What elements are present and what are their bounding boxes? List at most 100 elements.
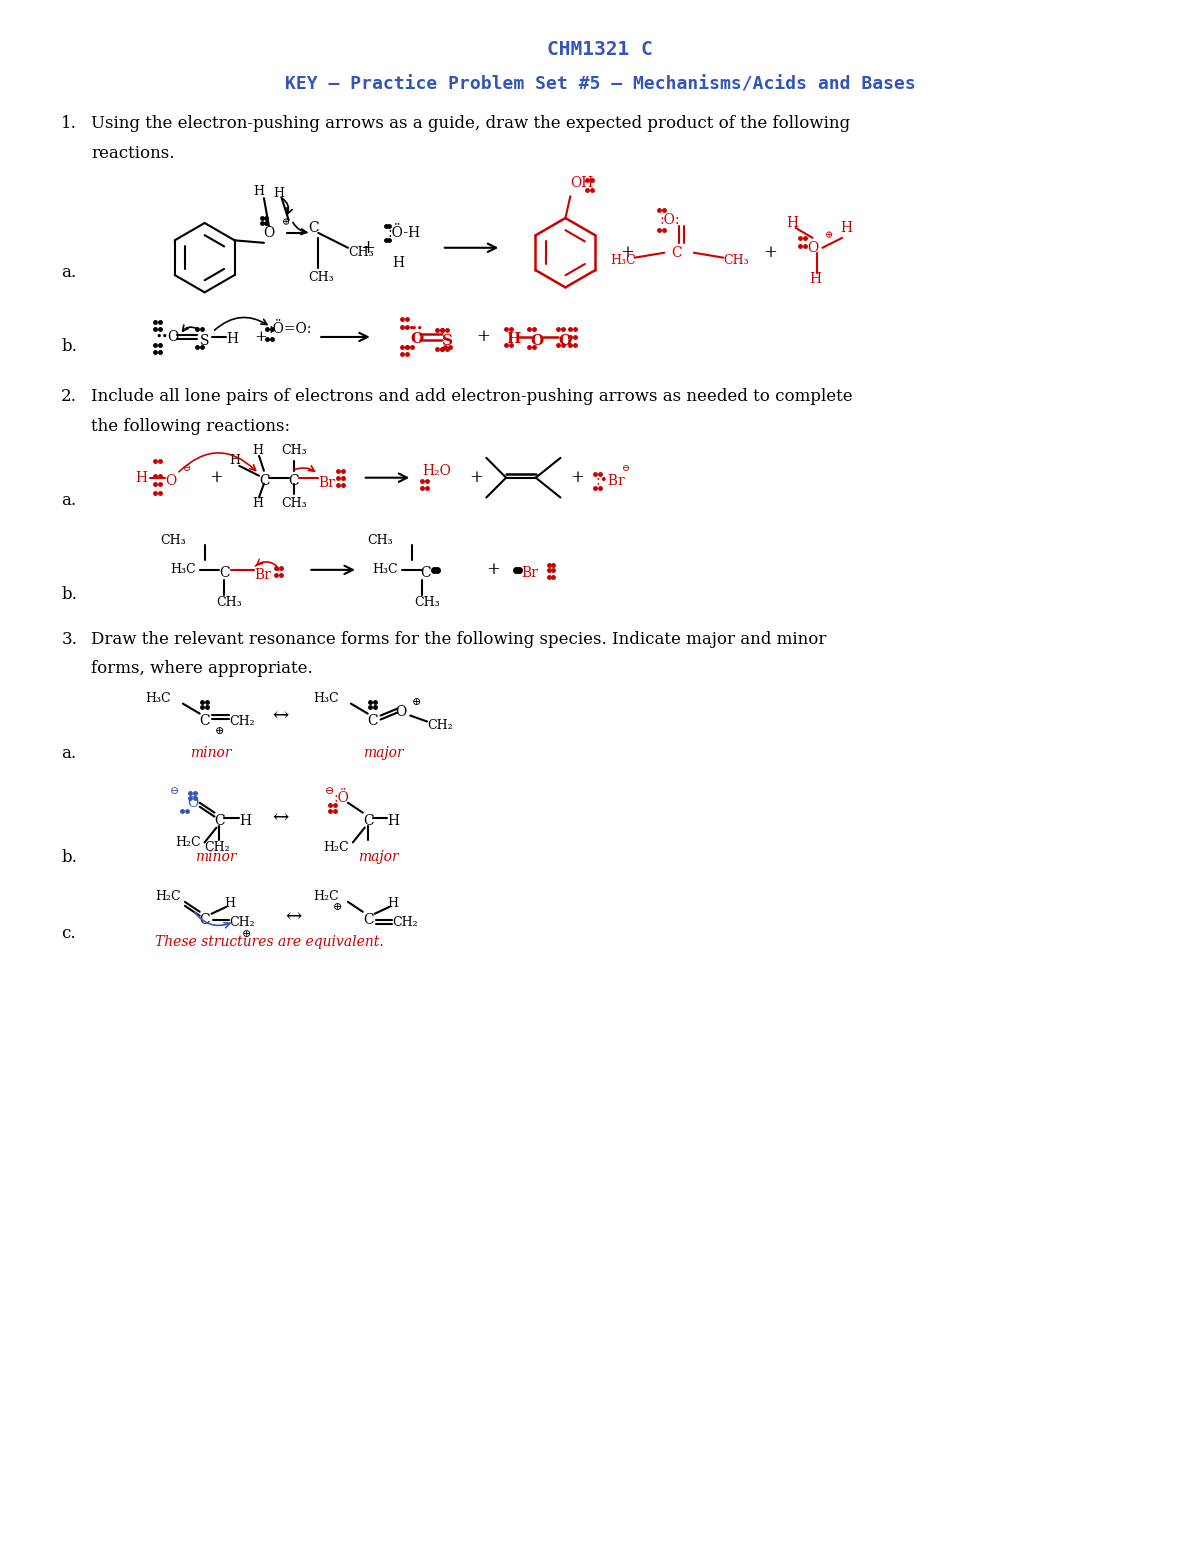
Text: ••: ••: [410, 325, 424, 334]
Text: ↔: ↔: [272, 809, 288, 826]
Text: forms, where appropriate.: forms, where appropriate.: [91, 660, 313, 677]
Text: Br: Br: [318, 475, 335, 489]
Text: CH₃: CH₃: [348, 247, 373, 259]
Text: ⊖: ⊖: [182, 464, 191, 474]
Text: C: C: [215, 814, 226, 828]
Text: H₃C: H₃C: [170, 564, 196, 576]
Text: H₃C: H₃C: [610, 255, 636, 267]
Text: H: H: [786, 216, 798, 230]
Text: b.: b.: [61, 585, 77, 603]
Text: H₃C: H₃C: [313, 693, 338, 705]
Text: ⊖: ⊖: [622, 464, 630, 474]
Text: +: +: [210, 469, 223, 486]
Text: 3.: 3.: [61, 631, 77, 648]
Text: H₂O: H₂O: [422, 464, 451, 478]
Text: :•Br: :•Br: [595, 474, 625, 488]
Text: ••: ••: [402, 325, 415, 334]
Text: H: H: [252, 497, 263, 509]
Text: C: C: [289, 474, 299, 488]
Text: c.: c.: [61, 926, 76, 943]
Text: KEY – Practice Problem Set #5 – Mechanisms/Acids and Bases: KEY – Practice Problem Set #5 – Mechanis…: [284, 75, 916, 93]
Text: b.: b.: [61, 339, 77, 356]
Text: C: C: [220, 565, 230, 579]
Text: +: +: [486, 561, 500, 578]
Text: major: major: [362, 745, 403, 761]
Text: S: S: [442, 334, 452, 348]
Text: CH₃: CH₃: [282, 444, 307, 458]
Text: C: C: [308, 221, 319, 235]
Text: H: H: [252, 444, 263, 458]
Text: O: O: [167, 329, 179, 343]
Text: ⊕: ⊕: [334, 902, 342, 912]
Text: C: C: [259, 474, 270, 488]
Text: 1.: 1.: [61, 115, 77, 132]
Text: ⊖: ⊖: [170, 786, 180, 795]
Text: a.: a.: [61, 492, 77, 509]
Text: CH₂: CH₂: [205, 840, 230, 854]
Text: Br: Br: [254, 568, 271, 582]
Text: ••: ••: [155, 332, 168, 342]
Text: H: H: [810, 272, 822, 286]
Text: H: H: [229, 455, 240, 467]
Text: ↔: ↔: [286, 909, 302, 926]
Text: :Ö: :Ö: [334, 790, 349, 804]
Text: H: H: [227, 332, 239, 346]
Text: CH₂: CH₂: [427, 719, 452, 731]
Text: H: H: [136, 471, 148, 485]
Text: :O:: :O:: [659, 213, 680, 227]
Text: CH₃: CH₃: [724, 255, 749, 267]
Text: O: O: [187, 795, 198, 809]
Text: +: +: [763, 244, 776, 261]
Text: ⊕: ⊕: [826, 231, 834, 241]
Text: +: +: [570, 469, 584, 486]
Text: +: +: [254, 329, 266, 343]
Text: +: +: [476, 329, 491, 345]
Text: S: S: [199, 334, 209, 348]
Text: H₃C: H₃C: [145, 693, 170, 705]
Text: C: C: [362, 913, 373, 927]
Text: H: H: [388, 814, 400, 828]
Text: CH₃: CH₃: [414, 596, 440, 609]
Text: major: major: [358, 851, 398, 865]
Text: O: O: [558, 334, 571, 348]
Text: 2.: 2.: [61, 388, 77, 405]
Text: H₃C: H₃C: [373, 564, 398, 576]
Text: O: O: [166, 474, 176, 488]
Text: ⊕: ⊕: [242, 929, 252, 938]
Text: CH₃: CH₃: [308, 272, 334, 284]
Text: C: C: [420, 565, 431, 579]
Text: CH₃: CH₃: [160, 534, 186, 547]
Text: CH₃: CH₃: [367, 534, 394, 547]
Text: Include all lone pairs of electrons and add electron-pushing arrows as needed to: Include all lone pairs of electrons and …: [91, 388, 852, 405]
Text: These structures are equivalent.: These structures are equivalent.: [155, 935, 384, 949]
Text: minor: minor: [190, 745, 232, 761]
Text: ⊕: ⊕: [412, 697, 421, 707]
Text: OH: OH: [570, 177, 594, 191]
Text: :Ö=O:: :Ö=O:: [269, 321, 312, 335]
Text: minor: minor: [194, 851, 236, 865]
Text: CH₃: CH₃: [216, 596, 242, 609]
Text: H: H: [840, 221, 852, 235]
Text: O: O: [410, 332, 424, 346]
Text: Br: Br: [521, 565, 538, 579]
Text: H: H: [274, 186, 284, 200]
Text: H: H: [224, 898, 235, 910]
Text: O: O: [530, 334, 544, 348]
Text: C: C: [199, 713, 210, 727]
Text: b.: b.: [61, 849, 77, 865]
Text: O: O: [395, 705, 407, 719]
Text: the following reactions:: the following reactions:: [91, 418, 290, 435]
Text: H₂C: H₂C: [323, 840, 349, 854]
Text: a.: a.: [61, 745, 77, 761]
Text: ⊕: ⊕: [215, 727, 224, 736]
Text: O: O: [263, 225, 275, 239]
Text: C: C: [671, 245, 682, 259]
Text: O: O: [808, 241, 818, 255]
Text: CH₂: CH₂: [229, 714, 254, 728]
Text: :Ö-H: :Ö-H: [388, 225, 421, 239]
Text: CHM1321 C: CHM1321 C: [547, 40, 653, 59]
Text: H₂C: H₂C: [313, 890, 338, 904]
Text: reactions.: reactions.: [91, 144, 174, 162]
Text: H: H: [253, 185, 264, 197]
Text: +: +: [360, 239, 376, 256]
